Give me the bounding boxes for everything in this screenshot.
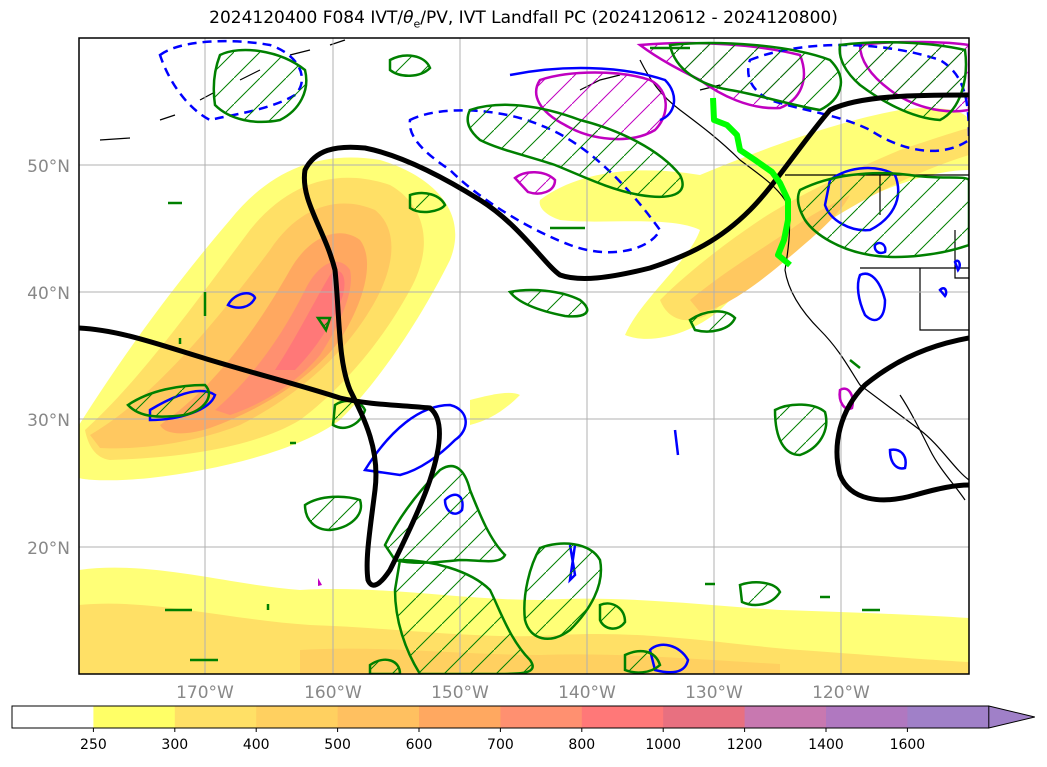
lon-label: 170°W <box>176 683 234 703</box>
colorbar-segment <box>419 706 501 728</box>
plot-frame <box>78 37 970 675</box>
colorbar-tick-label: 800 <box>568 737 595 753</box>
colorbar-segment <box>12 706 94 728</box>
colorbar-tick-label: 700 <box>487 737 514 753</box>
colorbar: 250 300 400 500 600 700 800 1000 1200 1400 1600 <box>11 705 1035 753</box>
colorbar-segment <box>337 706 420 728</box>
lon-label: 140°W <box>558 683 616 703</box>
pv-small-features <box>165 46 880 662</box>
colorbar-extend-arrow <box>988 705 1035 729</box>
lon-label: 120°W <box>812 683 870 703</box>
map-title: 2024120400 F084 IVT/θe/PV, IVT Landfall … <box>209 8 838 31</box>
lat-label: 30°N <box>27 411 70 431</box>
colorbar-tick-label: 1600 <box>890 737 926 753</box>
colorbar-segment <box>663 706 746 728</box>
colorbar-segment <box>907 706 990 728</box>
colorbar-tick-label: 400 <box>243 737 270 753</box>
lat-label: 50°N <box>27 157 70 177</box>
colorbar-tick-label: 500 <box>324 737 351 753</box>
colorbar-segment <box>500 706 583 728</box>
colorbar-tick-label: 300 <box>161 737 188 753</box>
lon-label: 160°W <box>304 683 362 703</box>
lon-axis: 170°W 160°W 150°W 140°W 130°W 120°W <box>176 683 870 703</box>
colorbar-segment <box>744 706 827 728</box>
landfall-path <box>710 97 792 268</box>
colorbar-tick-label: 600 <box>406 737 433 753</box>
colorbar-segment <box>174 706 257 728</box>
gridlines <box>79 38 969 674</box>
colorbar-segment <box>581 706 664 728</box>
lat-label: 40°N <box>27 284 70 304</box>
colorbar-segment <box>256 706 339 728</box>
height-contours <box>79 92 969 588</box>
colorbar-tick-label: 1200 <box>727 737 763 753</box>
colorbar-tick-label: 250 <box>80 737 107 753</box>
colorbar-tick-label: 1000 <box>645 737 681 753</box>
lon-label: 150°W <box>431 683 489 703</box>
colorbar-segment <box>826 706 908 728</box>
colorbar-tick-label: 1400 <box>808 737 844 753</box>
colorbar-segment <box>93 706 176 728</box>
lat-label: 20°N <box>27 539 70 559</box>
lon-label: 130°W <box>685 683 743 703</box>
theta-e-small <box>318 578 322 586</box>
lat-axis: 50°N 40°N 30°N 20°N <box>27 157 70 559</box>
pv-positive-contours <box>126 41 969 674</box>
